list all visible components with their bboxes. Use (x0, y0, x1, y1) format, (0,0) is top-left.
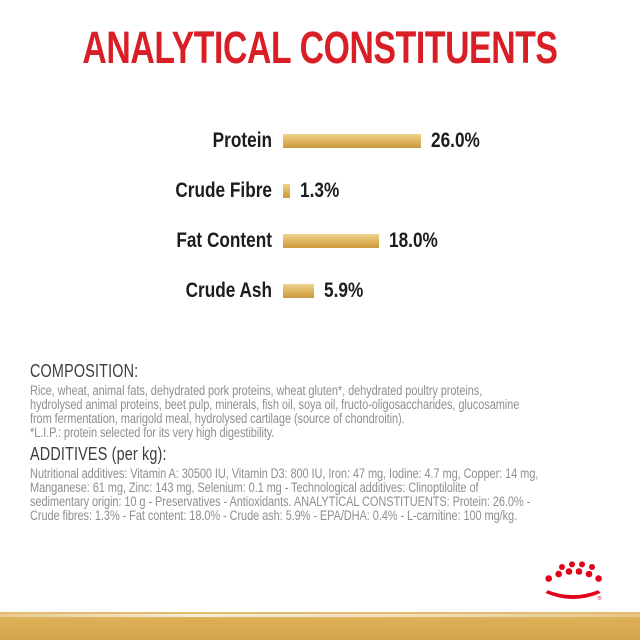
chart-bar (283, 234, 379, 248)
chart-bar (283, 184, 290, 198)
chart-bar (283, 284, 314, 298)
analytical-constituents-chart: Protein 26.0% Crude Fibre 1.3% Fat Content 18… (0, 116, 640, 316)
chart-row: Crude Ash 5.9% (0, 266, 640, 316)
footer-gold-band (0, 612, 640, 640)
chart-row: Protein 26.0% (0, 116, 640, 166)
composition-body: Rice, wheat, animal fats, dehydrated por… (30, 383, 520, 440)
chart-row: Fat Content 18.0% (0, 216, 640, 266)
royal-canin-crown-icon: ® (545, 561, 602, 602)
chart-category-label: Protein (212, 129, 272, 152)
page-title: ANALYTICAL CONSTITUENTS (82, 22, 558, 73)
chart-category-label: Crude Fibre (175, 179, 272, 202)
chart-value-label: 5.9% (324, 279, 364, 302)
chart-row: Crude Fibre 1.3% (0, 166, 640, 216)
additives-heading: ADDITIVES (per kg): (30, 444, 167, 464)
composition-section: COMPOSITION: Rice, wheat, animal fats, d… (30, 361, 640, 440)
chart-value-label: 1.3% (300, 179, 340, 202)
additives-body: Nutritional additives: Vitamin A: 30500 … (30, 466, 539, 523)
chart-category-label: Crude Ash (185, 279, 272, 302)
chart-bar (283, 134, 421, 148)
composition-heading: COMPOSITION: (30, 361, 139, 381)
chart-category-label: Fat Content (176, 229, 272, 252)
chart-value-label: 26.0% (431, 129, 480, 152)
chart-value-label: 18.0% (389, 229, 438, 252)
additives-section: ADDITIVES (per kg): Nutritional additive… (30, 444, 640, 523)
registered-trademark-icon: ® (598, 595, 602, 602)
